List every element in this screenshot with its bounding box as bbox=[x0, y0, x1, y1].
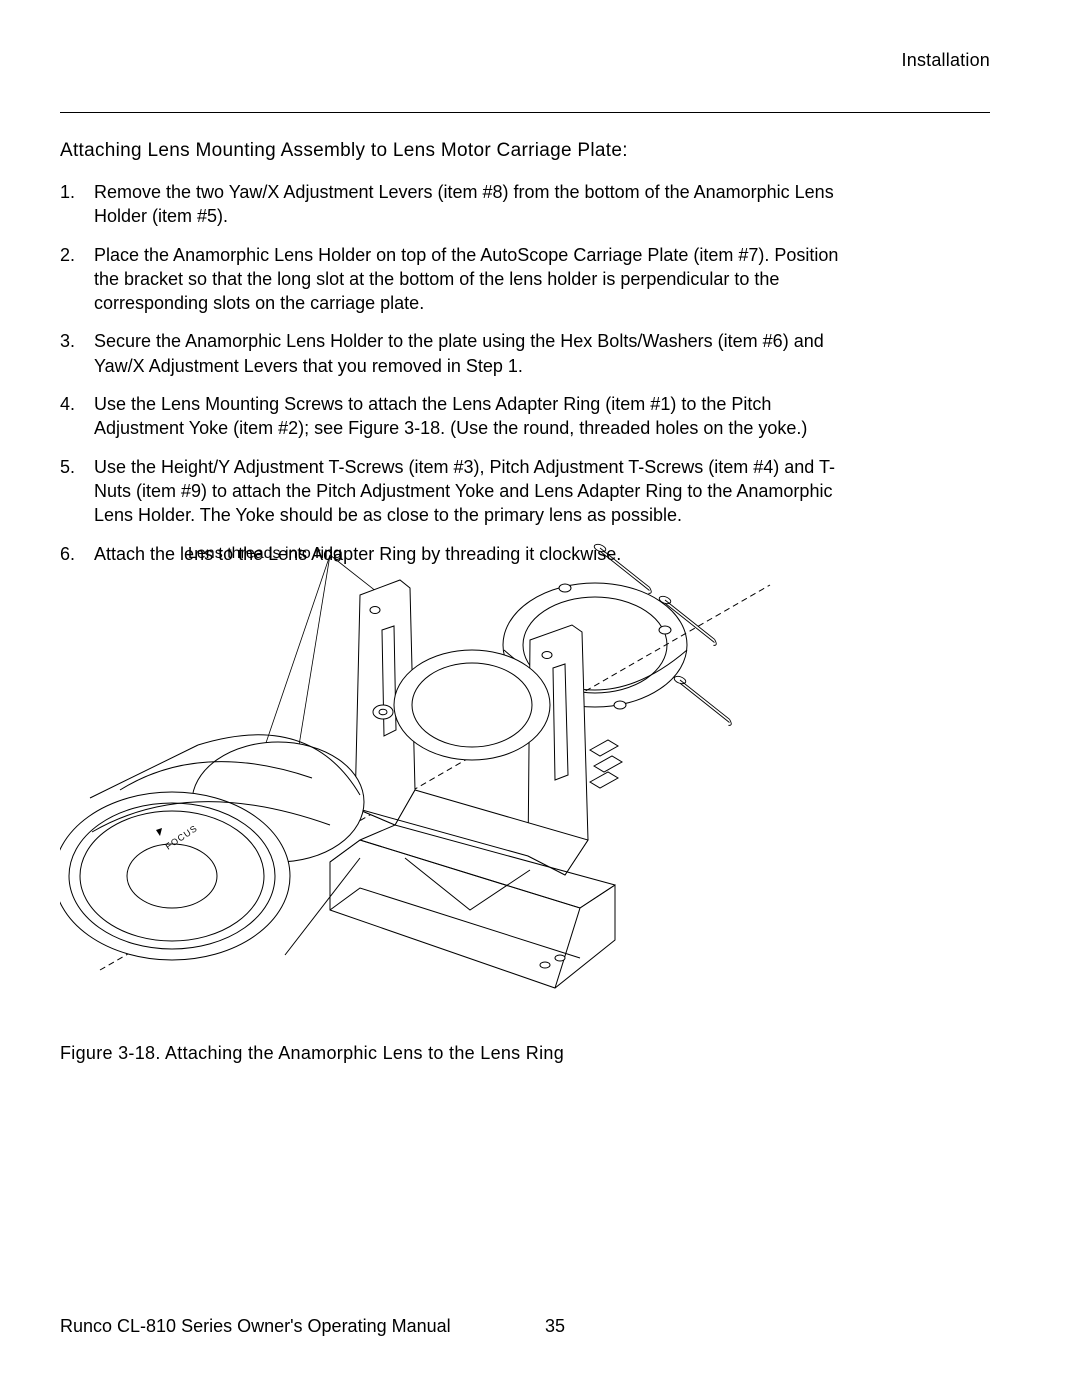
step-item: Place the Anamorphic Lens Holder on top … bbox=[60, 243, 850, 316]
footer-page-number: 35 bbox=[545, 1316, 565, 1337]
manual-page: Installation Attaching Lens Mounting Ass… bbox=[0, 0, 1080, 1397]
step-item: Secure the Anamorphic Lens Holder to the… bbox=[60, 329, 850, 378]
step-item: Use the Lens Mounting Screws to attach t… bbox=[60, 392, 850, 441]
step-item: Remove the two Yaw/X Adjustment Levers (… bbox=[60, 180, 850, 229]
lens-assembly-diagram: FOCUS bbox=[60, 540, 850, 1030]
step-item: Use the Height/Y Adjustment T-Screws (it… bbox=[60, 455, 850, 528]
figure-caption: Figure 3-18. Attaching the Anamorphic Le… bbox=[60, 1043, 564, 1064]
body-content: Attaching Lens Mounting Assembly to Lens… bbox=[60, 140, 850, 580]
section-title: Attaching Lens Mounting Assembly to Lens… bbox=[60, 140, 850, 162]
footer-manual-title: Runco CL-810 Series Owner's Operating Ma… bbox=[60, 1316, 990, 1337]
figure-3-18: FOCUS bbox=[60, 540, 850, 1030]
instruction-list: Remove the two Yaw/X Adjustment Levers (… bbox=[60, 180, 850, 566]
header-section-label: Installation bbox=[902, 50, 990, 71]
header-rule bbox=[60, 112, 990, 113]
